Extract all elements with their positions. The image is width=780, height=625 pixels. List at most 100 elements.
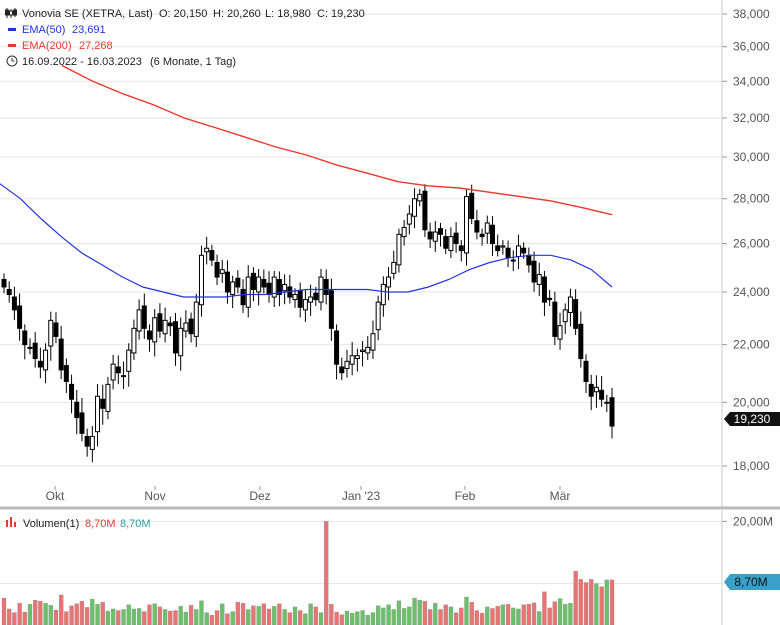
volume-bar: [256, 606, 261, 625]
candle-body: [74, 401, 80, 419]
volume-bar: [609, 579, 615, 625]
volume-bar: [136, 608, 142, 625]
volume-bar: [79, 601, 85, 625]
volume-bar: [33, 599, 38, 625]
volume-bar: [38, 601, 43, 625]
candle-body: [292, 294, 298, 301]
candle-body: [365, 346, 371, 354]
y-tick-label: 24,000: [733, 285, 770, 299]
volume-bar: [479, 612, 485, 625]
volume-bar: [568, 603, 573, 625]
volume-bar: [485, 606, 490, 625]
volume-value-teal: 8,70M: [120, 518, 151, 530]
candle-body: [271, 276, 277, 298]
candle-body: [515, 245, 521, 257]
candle-body: [474, 220, 480, 233]
volume-bar: [318, 612, 324, 625]
volume-bar: [448, 606, 454, 625]
volume-bar: [53, 609, 59, 625]
candle-body: [11, 296, 17, 311]
volume-bar: [511, 607, 516, 625]
last-volume-tag-text: 8,70M: [734, 575, 767, 589]
volume-bar: [220, 603, 225, 625]
candle-body: [141, 305, 147, 329]
volume-bar: [152, 603, 157, 625]
ema50-line: [0, 183, 613, 298]
volume-bar: [552, 601, 557, 625]
candle-body: [583, 360, 589, 382]
ema200-swatch: [8, 44, 16, 47]
candle-body: [84, 435, 90, 447]
volume-bar: [407, 606, 412, 625]
candle-body: [250, 272, 256, 290]
volume-bar: [157, 606, 163, 625]
candle-body: [567, 296, 573, 313]
x-tick-label: Feb: [455, 489, 476, 503]
candle-body: [458, 245, 464, 252]
candle-body: [360, 349, 366, 353]
volume-bar: [589, 579, 594, 625]
candle-body: [1, 279, 7, 288]
volume-bar: [59, 594, 64, 625]
y-tick-label: 26,000: [733, 237, 770, 251]
candle-body: [209, 250, 215, 261]
volume-bar: [443, 604, 448, 625]
candle-body: [297, 290, 303, 308]
candle-body: [391, 261, 397, 274]
volume-bar: [526, 604, 532, 625]
candle-body: [448, 236, 454, 252]
x-tick-label: Okt: [46, 489, 65, 503]
candle-body: [334, 330, 340, 365]
candle-body: [417, 193, 423, 202]
candle-body: [48, 319, 54, 347]
volume-bar: [121, 609, 126, 625]
y-tick-label: 20,000: [733, 395, 770, 409]
y-tick-label: 22,000: [733, 338, 770, 352]
candle-body: [245, 276, 251, 308]
volume-bar: [344, 610, 350, 625]
volume-bar: [209, 615, 215, 625]
volume-bar: [22, 611, 27, 625]
candle-body: [172, 321, 178, 354]
candle-body: [37, 360, 43, 368]
volume-bar: [531, 602, 537, 625]
candle-body: [412, 198, 418, 217]
candle-body: [562, 309, 568, 323]
candle-body: [79, 412, 85, 434]
volume-bar: [396, 600, 402, 625]
volume-bar: [350, 612, 355, 625]
legend-title: Vonovia SE (XETRA, Last): [22, 8, 153, 20]
date-range: 16.09.2022 - 16.03.2023: [22, 56, 142, 68]
y-tick-label: 32,000: [733, 111, 770, 125]
volume-bar: [204, 612, 209, 625]
volume-bar: [90, 598, 95, 625]
candle-body: [609, 397, 615, 427]
candle-body: [495, 245, 501, 252]
volume-bar: [594, 583, 599, 625]
candle-body: [500, 245, 506, 248]
price-panel: 38,000 36,000 34,000 32,000 30,000 28,000 26,0…: [0, 0, 770, 507]
candle-body: [463, 196, 469, 254]
candle-body: [178, 327, 184, 357]
candle-body: [198, 254, 204, 306]
candle-body: [573, 299, 579, 329]
y-tick-label: 38,000: [733, 7, 770, 21]
volume-bar: [521, 604, 526, 625]
candle-body: [214, 261, 220, 278]
volume-bar: [495, 606, 500, 625]
volume-bar: [240, 603, 246, 625]
volume-bar: [17, 603, 22, 625]
ema50-label: EMA(50): [22, 24, 65, 36]
ema200-value: 27,268: [79, 40, 113, 52]
volume-bar: [105, 610, 111, 625]
candle-body: [396, 233, 402, 266]
candle-body: [578, 323, 584, 360]
volume-bar: [194, 609, 199, 625]
volume-bar: [505, 604, 511, 625]
volume-bar: [282, 609, 287, 625]
volume-bar: [376, 605, 381, 625]
volume-bar: [84, 607, 90, 625]
volume-bar: [277, 603, 282, 625]
candle-body: [121, 375, 127, 378]
volume-bar: [557, 598, 563, 625]
